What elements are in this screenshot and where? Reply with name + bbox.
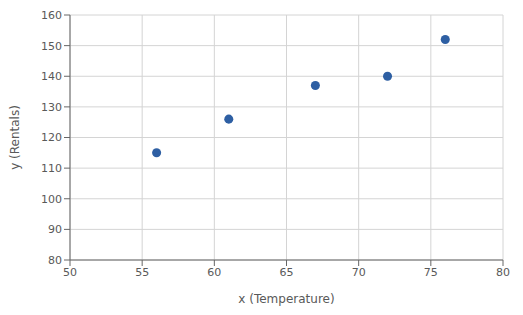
svg-text:60: 60 [207,266,221,279]
svg-text:140: 140 [41,70,62,83]
svg-text:130: 130 [41,101,62,114]
svg-text:70: 70 [352,266,366,279]
svg-text:160: 160 [41,9,62,22]
svg-text:150: 150 [41,40,62,53]
svg-text:80: 80 [48,254,62,267]
svg-text:120: 120 [41,131,62,144]
svg-text:65: 65 [280,266,294,279]
svg-text:x (Temperature): x (Temperature) [238,292,334,306]
svg-text:110: 110 [41,162,62,175]
svg-text:55: 55 [135,266,149,279]
svg-text:100: 100 [41,193,62,206]
svg-text:90: 90 [48,223,62,236]
svg-text:50: 50 [63,266,77,279]
svg-text:75: 75 [424,266,438,279]
svg-text:80: 80 [496,266,510,279]
svg-text:y (Rentals): y (Rentals) [8,105,22,170]
